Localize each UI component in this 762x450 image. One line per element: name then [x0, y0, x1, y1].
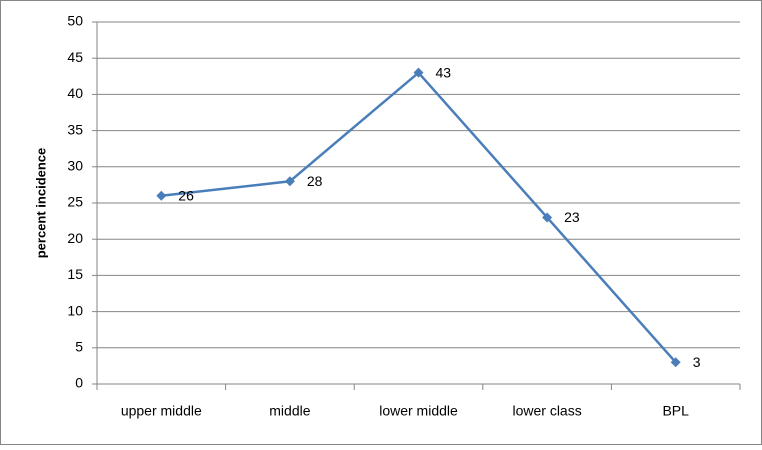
- y-tick-label: 20: [67, 230, 83, 246]
- y-tick-label: 35: [67, 121, 83, 137]
- data-marker: [413, 67, 424, 78]
- y-tick-label: 50: [67, 13, 83, 29]
- x-tick-label: lower middle: [379, 403, 458, 419]
- data-label: 26: [178, 187, 194, 203]
- data-marker: [542, 212, 553, 223]
- y-tick-label: 15: [67, 266, 83, 282]
- y-tick-label: 40: [67, 85, 83, 101]
- data-marker: [284, 176, 295, 187]
- data-marker: [670, 357, 681, 368]
- y-axis-label: percent incidence: [33, 148, 48, 259]
- y-tick-label: 25: [67, 194, 83, 210]
- data-label: 23: [564, 209, 580, 225]
- y-tick-label: 5: [75, 339, 83, 355]
- data-marker: [156, 190, 167, 201]
- data-label: 28: [307, 173, 323, 189]
- y-tick-label: 30: [67, 158, 83, 174]
- data-label: 43: [436, 64, 452, 80]
- data-label: 3: [693, 354, 701, 370]
- x-tick-label: BPL: [662, 403, 689, 419]
- x-tick-label: middle: [269, 403, 310, 419]
- y-tick-label: 45: [67, 49, 83, 65]
- y-tick-label: 0: [75, 375, 83, 391]
- x-tick-label: upper middle: [121, 403, 202, 419]
- y-tick-label: 10: [67, 302, 83, 318]
- x-tick-label: lower class: [512, 403, 581, 419]
